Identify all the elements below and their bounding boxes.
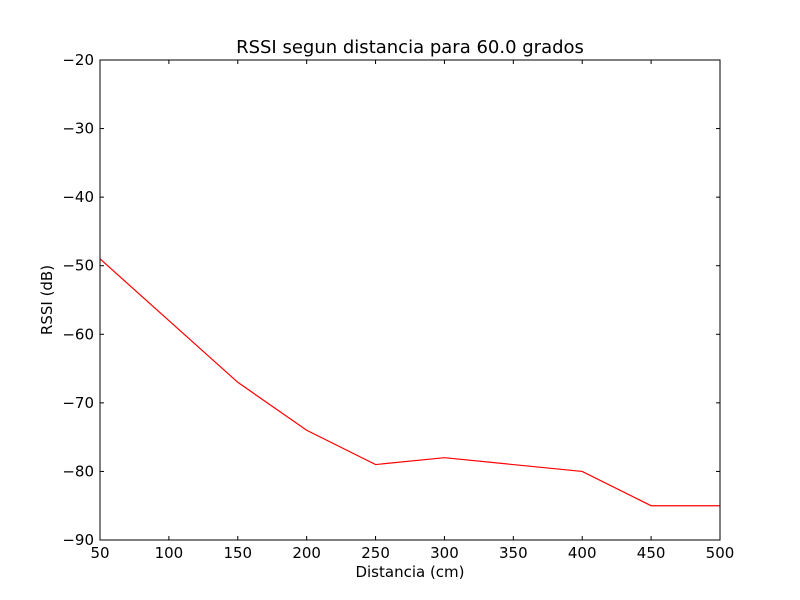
plot-frame bbox=[99, 59, 721, 541]
y-tick-label: −70 bbox=[62, 394, 94, 412]
x-tick-label: 300 bbox=[430, 544, 459, 562]
series-line-0 bbox=[99, 258, 720, 507]
x-tick-label: 450 bbox=[637, 544, 666, 562]
x-tick-label: 50 bbox=[90, 544, 109, 562]
y-tick-label: −60 bbox=[62, 325, 94, 343]
x-tick-label: 250 bbox=[361, 544, 390, 562]
y-axis-label: RSSI (dB) bbox=[38, 265, 56, 335]
y-tick-label: −80 bbox=[62, 462, 94, 480]
x-tick-label: 200 bbox=[292, 544, 321, 562]
x-tick-label: 350 bbox=[499, 544, 528, 562]
axis-tick-labels: 50 100 150 200 250 300 350 400 450 500 −90 −80 −70 −6… bbox=[62, 51, 734, 562]
x-axis-label: Distancia (cm) bbox=[355, 563, 464, 581]
plot-series bbox=[99, 258, 720, 507]
y-tick-label: −90 bbox=[62, 531, 94, 549]
x-tick-label: 500 bbox=[706, 544, 735, 562]
x-tick-label: 100 bbox=[155, 544, 184, 562]
x-tick-label: 400 bbox=[568, 544, 597, 562]
axis-ticks bbox=[99, 59, 721, 541]
y-tick-label: −50 bbox=[62, 257, 94, 275]
x-tick-label: 150 bbox=[223, 544, 252, 562]
y-tick-label: −20 bbox=[62, 51, 94, 69]
y-tick-label: −40 bbox=[62, 188, 94, 206]
chart-title: RSSI segun distancia para 60.0 grados bbox=[236, 37, 584, 58]
y-tick-label: −30 bbox=[62, 120, 94, 138]
